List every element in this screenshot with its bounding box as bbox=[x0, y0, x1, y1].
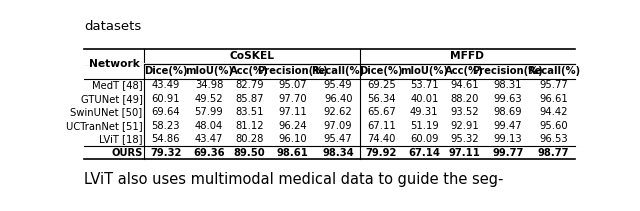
Text: 95.60: 95.60 bbox=[539, 121, 568, 131]
Text: MFFD: MFFD bbox=[451, 51, 484, 61]
Text: 58.23: 58.23 bbox=[152, 121, 180, 131]
Text: 96.24: 96.24 bbox=[278, 121, 307, 131]
Text: Precision(%): Precision(%) bbox=[472, 66, 543, 76]
Text: 98.77: 98.77 bbox=[538, 148, 569, 158]
Text: 43.49: 43.49 bbox=[152, 80, 180, 91]
Text: 60.91: 60.91 bbox=[152, 94, 180, 104]
Text: Recall(%): Recall(%) bbox=[527, 66, 580, 76]
Text: 49.52: 49.52 bbox=[195, 94, 223, 104]
Text: 79.32: 79.32 bbox=[150, 148, 182, 158]
Text: Dice(%): Dice(%) bbox=[144, 66, 188, 76]
Text: 94.42: 94.42 bbox=[540, 107, 568, 117]
Text: 67.11: 67.11 bbox=[367, 121, 396, 131]
Text: 99.13: 99.13 bbox=[493, 134, 522, 144]
Text: MedT [48]: MedT [48] bbox=[92, 80, 142, 91]
Text: mIoU(%): mIoU(%) bbox=[185, 66, 233, 76]
Text: 48.04: 48.04 bbox=[195, 121, 223, 131]
Text: 89.50: 89.50 bbox=[234, 148, 265, 158]
Text: LViT also uses multimodal medical data to guide the seg-: LViT also uses multimodal medical data t… bbox=[84, 172, 503, 187]
Text: UCTranNet [51]: UCTranNet [51] bbox=[66, 121, 142, 131]
Text: Dice(%): Dice(%) bbox=[360, 66, 403, 76]
Text: 96.61: 96.61 bbox=[539, 94, 568, 104]
Text: 65.67: 65.67 bbox=[367, 107, 396, 117]
Text: 69.25: 69.25 bbox=[367, 80, 396, 91]
Text: 98.69: 98.69 bbox=[493, 107, 522, 117]
Text: 93.52: 93.52 bbox=[451, 107, 479, 117]
Text: 97.11: 97.11 bbox=[449, 148, 481, 158]
Text: 79.92: 79.92 bbox=[365, 148, 397, 158]
Text: 82.79: 82.79 bbox=[235, 80, 264, 91]
Text: LViT [18]: LViT [18] bbox=[99, 134, 142, 144]
Text: 95.77: 95.77 bbox=[539, 80, 568, 91]
Text: datasets: datasets bbox=[84, 20, 141, 33]
Text: 69.36: 69.36 bbox=[193, 148, 225, 158]
Text: 92.62: 92.62 bbox=[324, 107, 353, 117]
Text: GTUNet [49]: GTUNet [49] bbox=[81, 94, 142, 104]
Text: 92.91: 92.91 bbox=[451, 121, 479, 131]
Text: 43.47: 43.47 bbox=[195, 134, 223, 144]
Text: 49.31: 49.31 bbox=[410, 107, 438, 117]
Text: Network: Network bbox=[89, 59, 140, 69]
Text: 96.10: 96.10 bbox=[278, 134, 307, 144]
Text: 95.47: 95.47 bbox=[324, 134, 353, 144]
Text: 56.34: 56.34 bbox=[367, 94, 396, 104]
Text: 95.32: 95.32 bbox=[451, 134, 479, 144]
Text: 98.34: 98.34 bbox=[323, 148, 354, 158]
Text: 69.64: 69.64 bbox=[152, 107, 180, 117]
Text: 98.61: 98.61 bbox=[276, 148, 308, 158]
Text: 88.20: 88.20 bbox=[451, 94, 479, 104]
Text: 67.14: 67.14 bbox=[408, 148, 440, 158]
Text: 40.01: 40.01 bbox=[410, 94, 438, 104]
Text: 96.53: 96.53 bbox=[539, 134, 568, 144]
Text: Acc(%): Acc(%) bbox=[445, 66, 484, 76]
Text: 60.09: 60.09 bbox=[410, 134, 438, 144]
Text: 80.28: 80.28 bbox=[236, 134, 264, 144]
Text: 97.70: 97.70 bbox=[278, 94, 307, 104]
Text: Precision(%): Precision(%) bbox=[257, 66, 328, 76]
Text: mIoU(%): mIoU(%) bbox=[400, 66, 448, 76]
Text: CoSKEL: CoSKEL bbox=[230, 51, 275, 61]
Text: 99.47: 99.47 bbox=[493, 121, 522, 131]
Text: 97.11: 97.11 bbox=[278, 107, 307, 117]
Text: Recall(%): Recall(%) bbox=[312, 66, 365, 76]
Text: 81.12: 81.12 bbox=[235, 121, 264, 131]
Text: SwinUNet [50]: SwinUNet [50] bbox=[70, 107, 142, 117]
Text: 98.31: 98.31 bbox=[493, 80, 522, 91]
Text: 53.71: 53.71 bbox=[410, 80, 438, 91]
Text: OURS: OURS bbox=[111, 148, 142, 158]
Text: 99.63: 99.63 bbox=[493, 94, 522, 104]
Text: 96.40: 96.40 bbox=[324, 94, 353, 104]
Text: 94.61: 94.61 bbox=[451, 80, 479, 91]
Text: 74.40: 74.40 bbox=[367, 134, 396, 144]
Text: Acc(%): Acc(%) bbox=[230, 66, 269, 76]
Text: 95.07: 95.07 bbox=[278, 80, 307, 91]
Text: 97.09: 97.09 bbox=[324, 121, 353, 131]
Text: 34.98: 34.98 bbox=[195, 80, 223, 91]
Text: 54.86: 54.86 bbox=[152, 134, 180, 144]
Text: 85.87: 85.87 bbox=[235, 94, 264, 104]
Text: 95.49: 95.49 bbox=[324, 80, 353, 91]
Text: 57.99: 57.99 bbox=[195, 107, 223, 117]
Text: 99.77: 99.77 bbox=[492, 148, 524, 158]
Text: 51.19: 51.19 bbox=[410, 121, 438, 131]
Text: 83.51: 83.51 bbox=[235, 107, 264, 117]
